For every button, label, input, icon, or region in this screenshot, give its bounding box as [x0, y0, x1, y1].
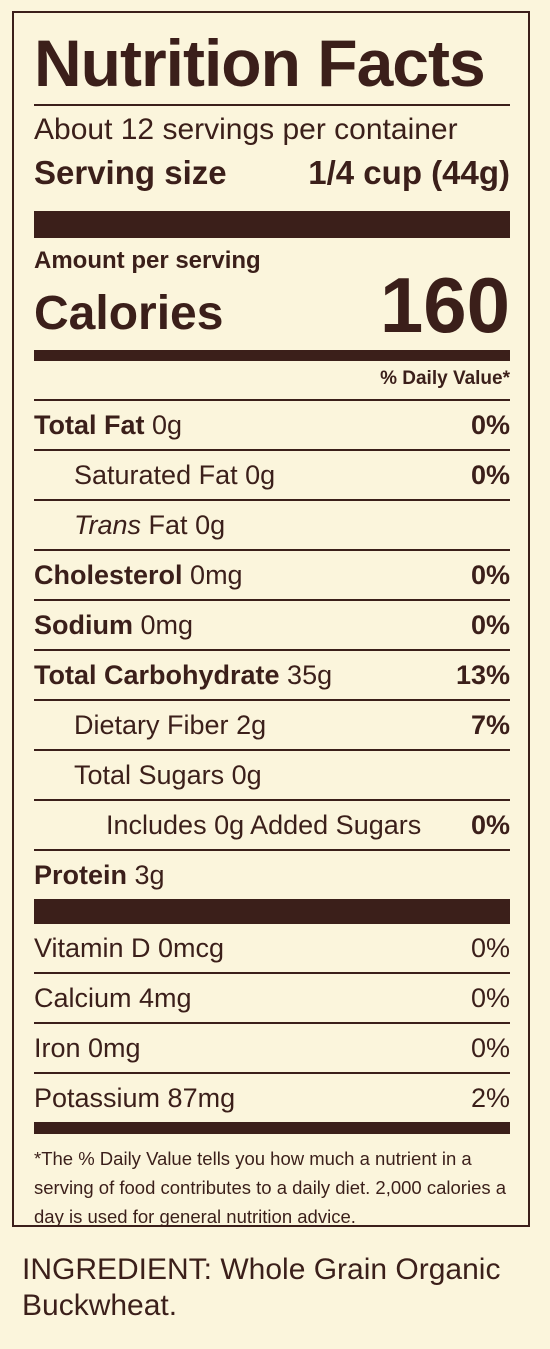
- vitamin-row: Potassium 87mg 2%: [34, 1072, 510, 1122]
- nutrient-row-saturated-fat: Saturated Fat 0g 0%: [34, 449, 510, 499]
- label-title: Nutrition Facts: [34, 26, 486, 100]
- serving-size-label: Serving size: [34, 154, 227, 191]
- nutrient-name-suffix: Fat: [148, 509, 188, 540]
- nutrient-dv: 0%: [470, 459, 510, 490]
- nutrient-row-cholesterol: Cholesterol 0mg 0%: [34, 549, 510, 599]
- nutrient-name: Trans: [74, 509, 142, 540]
- nutrient-amount: 0g: [152, 409, 183, 440]
- ingredients-statement: INGREDIENT: Whole Grain Organic Buckwhea…: [22, 1253, 501, 1322]
- nutrient-row-total-carbohydrate: Total Carbohydrate 35g 13%: [34, 649, 510, 699]
- medium-divider: [34, 350, 510, 361]
- nutrient-dv: 0%: [470, 609, 510, 640]
- nutrient-name: Total Carbohydrate: [34, 659, 280, 690]
- nutrient-name: Total Fat: [34, 409, 145, 440]
- nutrition-facts-label: Nutrition Facts About 12 servings per co…: [12, 11, 530, 1227]
- vitamin-text: Potassium 87mg: [34, 1082, 236, 1113]
- nutrient-name: Protein: [34, 859, 128, 890]
- nutrient-row-trans-fat: Trans Fat 0g: [34, 499, 510, 549]
- nutrient-row-protein: Protein 3g: [34, 849, 510, 899]
- serving-size-value: 1/4 cup (44g): [308, 154, 510, 191]
- nutrient-name: Total Sugars: [74, 759, 225, 790]
- nutrient-amount: 0g: [195, 509, 226, 540]
- nutrient-row-sodium: Sodium 0mg 0%: [34, 599, 510, 649]
- thick-divider: [34, 211, 510, 238]
- vitamin-text: Iron 0mg: [34, 1032, 141, 1063]
- nutrient-row-total-sugars: Total Sugars 0g: [34, 749, 510, 799]
- thick-divider: [34, 899, 510, 924]
- vitamin-row: Vitamin D 0mcg 0%: [34, 924, 510, 972]
- nutrient-name: Includes 0g Added Sugars: [106, 809, 422, 840]
- nutrient-amount: 0mg: [140, 609, 194, 640]
- daily-value-header: % Daily Value*: [380, 368, 510, 389]
- nutrient-dv: 0%: [470, 409, 510, 440]
- nutrient-amount: 3g: [134, 859, 165, 890]
- nutrient-dv: 0%: [470, 809, 510, 840]
- vitamin-dv: 0%: [470, 932, 510, 963]
- serving-size-row: Serving size 1/4 cup (44g): [34, 153, 510, 193]
- nutrient-amount: 0mg: [190, 559, 243, 590]
- vitamin-dv: 2%: [470, 1082, 510, 1113]
- nutrient-amount: 0g: [231, 759, 262, 790]
- calories-row: Calories 160: [34, 266, 510, 344]
- nutrient-row-dietary-fiber: Dietary Fiber 2g 7%: [34, 699, 510, 749]
- vitamin-row: Calcium 4mg 0%: [34, 972, 510, 1022]
- nutrient-row-total-fat: Total Fat 0g 0%: [34, 399, 510, 449]
- servings-per-container: About 12 servings per container: [34, 113, 458, 146]
- nutrient-name: Sodium: [34, 609, 133, 640]
- nutrient-dv: 0%: [470, 559, 510, 590]
- nutrient-name: Cholesterol: [34, 559, 183, 590]
- amount-per-serving: Amount per serving: [34, 247, 261, 274]
- nutrient-row-added-sugars: Includes 0g Added Sugars 0%: [34, 799, 510, 849]
- daily-value-footnote: *The % Daily Value tells you how much a …: [34, 1148, 507, 1227]
- vitamin-text: Vitamin D 0mcg: [34, 932, 225, 963]
- calories-value: 160: [379, 261, 510, 349]
- vitamin-dv: 0%: [470, 1032, 510, 1063]
- nutrient-amount: 0g: [245, 459, 276, 490]
- vitamin-dv: 0%: [470, 982, 510, 1013]
- nutrient-dv: 13%: [455, 659, 510, 690]
- nutrient-dv: 7%: [470, 709, 510, 740]
- nutrient-amount: 2g: [236, 709, 267, 740]
- footnote-divider: [34, 1122, 510, 1134]
- nutrient-name: Dietary Fiber: [74, 709, 229, 740]
- vitamin-row: Iron 0mg 0%: [34, 1022, 510, 1072]
- vitamin-text: Calcium 4mg: [34, 982, 192, 1013]
- nutrient-amount: 35g: [287, 659, 333, 690]
- nutrient-name: Saturated Fat: [74, 459, 238, 490]
- calories-label: Calories: [34, 287, 224, 340]
- divider: [34, 104, 510, 106]
